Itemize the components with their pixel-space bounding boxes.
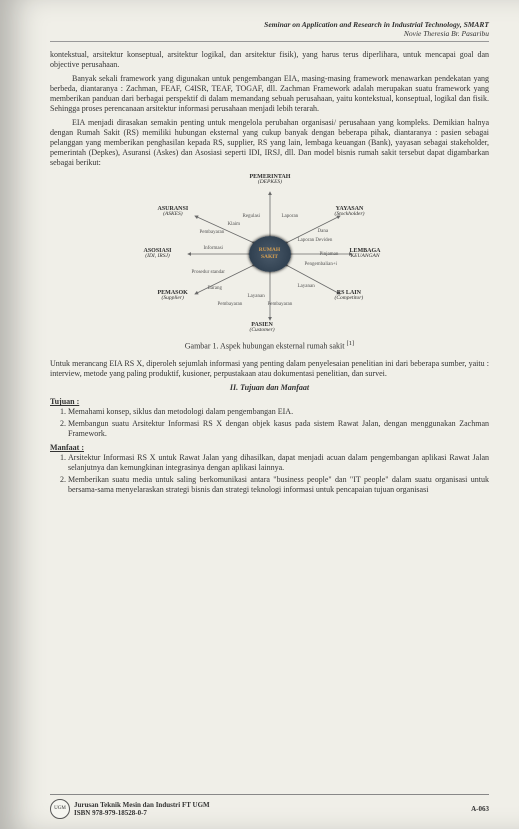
page: Seminar on Application and Research in I… (0, 0, 519, 829)
node-pemerintah: PEMERINTAH(DEPKES) (250, 174, 291, 186)
node-yayasan: YAYASAN(Stockholder) (335, 206, 365, 218)
center-node: RUMAH SAKIT (249, 236, 291, 272)
header-author: Novie Theresia Br. Pasaribu (50, 29, 489, 38)
edge-label: Klaim (228, 222, 241, 227)
caption-ref: [1] (346, 340, 354, 347)
node-pasien: PASIEN(Customer) (250, 322, 275, 334)
edge-label: Pembayaran (218, 302, 243, 307)
edge-label: Layanan (248, 294, 265, 299)
node-sub: (IDI, IRSJ) (144, 254, 172, 260)
node-asuransi: ASURANSI(ASKES) (158, 206, 189, 218)
page-header: Seminar on Application and Research in I… (50, 20, 489, 42)
node-rslain: RS LAIN(Competitor) (335, 290, 364, 302)
ugm-logo-text: UGM (54, 806, 66, 812)
edge-label: Barang (208, 286, 222, 291)
footer-text: Jurusan Teknik Mesin dan Industri FT UGM… (74, 801, 210, 818)
manfaat-item: Memberikan suatu media untuk saling berk… (68, 475, 489, 495)
paragraph-2: Banyak sekali framework yang digunakan u… (50, 74, 489, 114)
header-title: Seminar on Application and Research in I… (50, 20, 489, 29)
center-node-line2: SAKIT (261, 254, 278, 261)
node-sub: (Competitor) (335, 296, 364, 302)
node-sub: (Customer) (250, 328, 275, 334)
edge-label: Laporan (282, 214, 299, 219)
node-sub: (Supplier) (158, 296, 188, 302)
edge-label: Pembayaran (200, 230, 225, 235)
manfaat-heading: Manfaat : (50, 443, 489, 453)
footer-institution: Jurusan Teknik Mesin dan Industri FT UGM (74, 801, 210, 809)
tujuan-list: Memahami konsep, siklus dan metodologi d… (50, 407, 489, 439)
edge-label: Laporan Deviden (298, 238, 333, 243)
footer-left: UGM Jurusan Teknik Mesin dan Industri FT… (50, 799, 210, 819)
ugm-logo-icon: UGM (50, 799, 70, 819)
node-pemasok: PEMASOK(Supplier) (158, 290, 188, 302)
edge-label: Regulasi (243, 214, 261, 219)
page-number: A-063 (471, 805, 489, 814)
edge-label: Pembayaran (268, 302, 293, 307)
node-sub: (DEPKES) (250, 180, 291, 186)
edge-label: Prosedur standar (192, 270, 225, 275)
paragraph-1: kontekstual, arsitektur konseptual, arsi… (50, 50, 489, 70)
paragraph-3: EIA menjadi dirasakan semakin penting un… (50, 118, 489, 168)
node-asosiasi: ASOSIASI(IDI, IRSJ) (144, 248, 172, 260)
node-sub: (Stockholder) (335, 212, 365, 218)
caption-text: Gambar 1. Aspek hubungan eksternal rumah… (185, 341, 345, 350)
figure-caption: Gambar 1. Aspek hubungan eksternal rumah… (50, 340, 489, 352)
edge-label: Layanan (298, 284, 315, 289)
tujuan-heading: Tujuan : (50, 397, 489, 407)
edge-label: Informasi (204, 246, 223, 251)
hub-diagram: RUMAH SAKIT PEMERINTAH(DEPKES) YAYASAN(St… (140, 174, 400, 334)
section-title: II. Tujuan dan Manfaat (50, 383, 489, 393)
page-footer: UGM Jurusan Teknik Mesin dan Industri FT… (50, 794, 489, 819)
manfaat-list: Arsitektur Informasi RS X untuk Rawat Ja… (50, 453, 489, 495)
tujuan-item: Membangun suatu Arsitektur Informasi RS … (68, 419, 489, 439)
edge-label: Dana (318, 229, 329, 234)
node-sub: (ASKES) (158, 212, 189, 218)
edge-label: Pinjaman (320, 252, 339, 257)
manfaat-item: Arsitektur Informasi RS X untuk Rawat Ja… (68, 453, 489, 473)
footer-isbn: ISBN 978-979-18528-0-7 (74, 809, 210, 817)
node-sub: KEUANGAN (350, 254, 381, 260)
center-node-line1: RUMAH (259, 247, 280, 254)
edge-label: Pengembalian+i (305, 262, 338, 267)
paragraph-4: Untuk merancang EIA RS X, diperoleh seju… (50, 359, 489, 379)
node-lembaga: LEMBAGAKEUANGAN (350, 248, 381, 260)
diagram-container: RUMAH SAKIT PEMERINTAH(DEPKES) YAYASAN(St… (140, 174, 400, 334)
tujuan-item: Memahami konsep, siklus dan metodologi d… (68, 407, 489, 417)
